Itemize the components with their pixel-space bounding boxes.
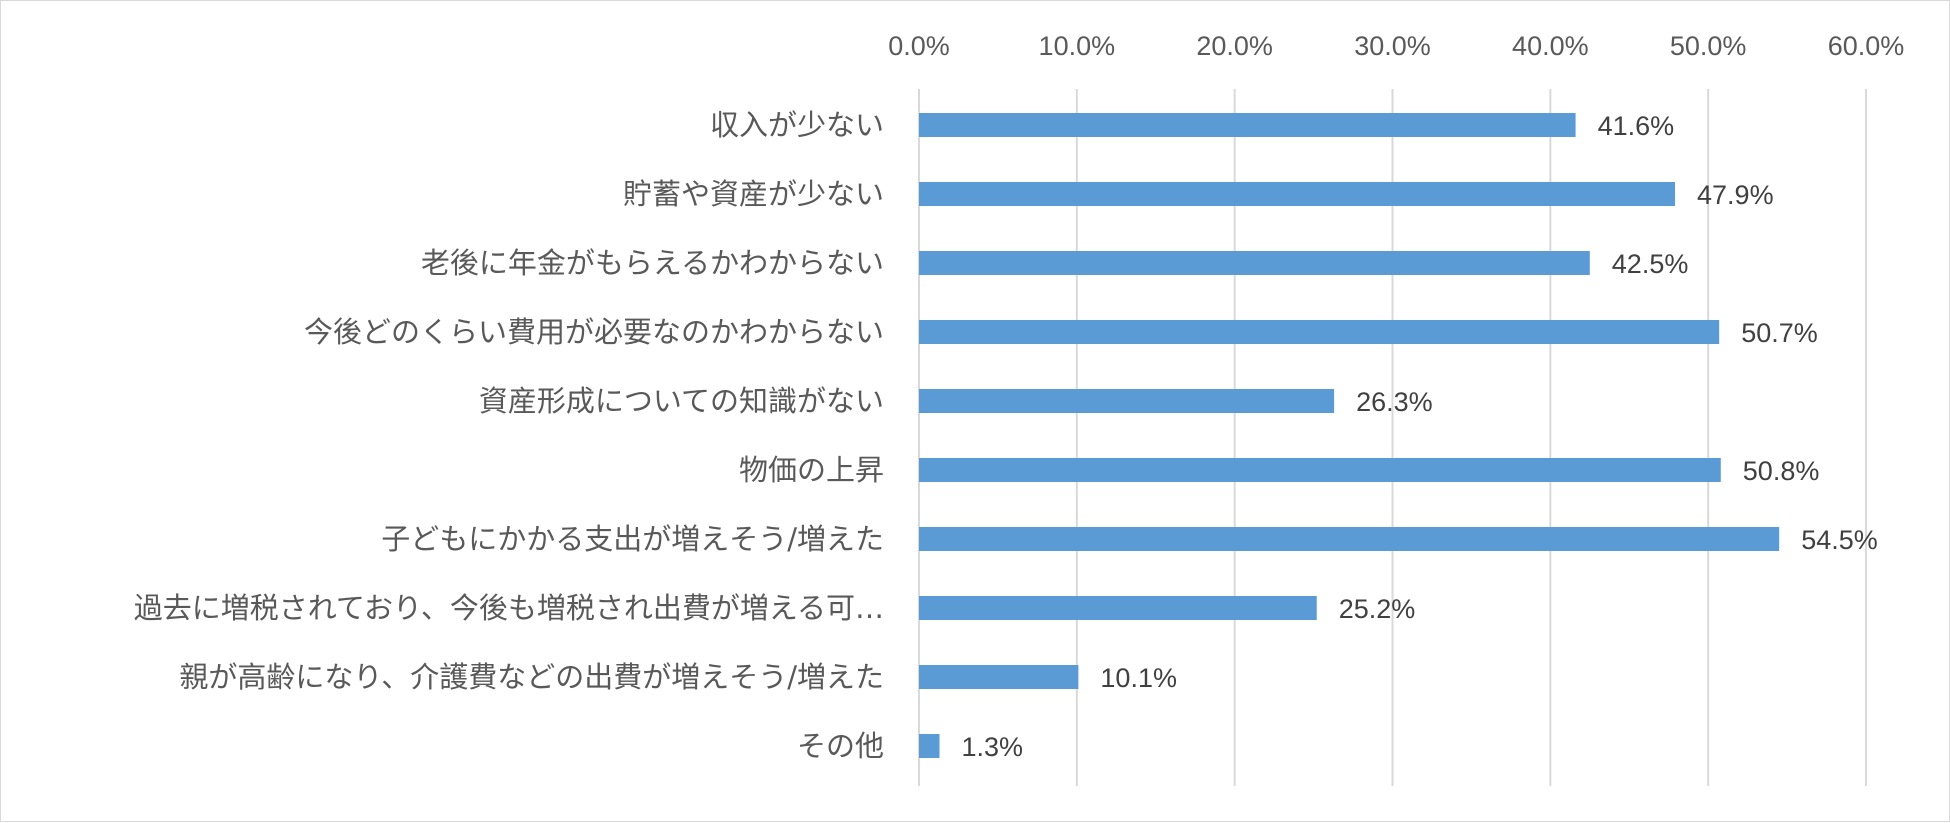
bar <box>919 665 1079 689</box>
data-label: 10.1% <box>1100 663 1177 693</box>
data-label: 42.5% <box>1612 249 1689 279</box>
x-tick-label: 30.0% <box>1354 31 1431 61</box>
bars <box>919 113 1780 758</box>
data-label: 26.3% <box>1356 387 1433 417</box>
category-label: 収入が少ない <box>710 108 884 142</box>
category-label: 子どもにかかる支出が増えそう/増えた <box>381 522 884 556</box>
category-label: 今後どのくらい費用が必要なのかわからない <box>304 315 884 349</box>
bar <box>919 113 1576 137</box>
bar <box>919 389 1335 413</box>
bar <box>919 734 940 758</box>
data-label: 1.3% <box>962 732 1024 762</box>
data-label: 25.2% <box>1339 594 1416 624</box>
category-label: 親が高齢になり、介護費などの出費が増えそう/増えた <box>179 660 884 694</box>
category-labels: 収入が少ない貯蓄や資産が少ない老後に年金がもらえるかわからない今後どのくらい費用… <box>134 108 884 763</box>
data-label: 50.7% <box>1741 318 1818 348</box>
x-tick-label: 10.0% <box>1039 31 1116 61</box>
x-tick-label: 20.0% <box>1196 31 1273 61</box>
category-label: 老後に年金がもらえるかわからない <box>421 246 884 280</box>
data-label: 47.9% <box>1697 180 1774 210</box>
bar <box>919 251 1590 275</box>
bar <box>919 320 1720 344</box>
x-tick-label: 0.0% <box>888 31 950 61</box>
category-label: 貯蓄や資産が少ない <box>623 177 884 211</box>
x-tick-label: 60.0% <box>1828 31 1905 61</box>
bar <box>919 182 1676 206</box>
bar <box>919 596 1317 620</box>
category-label: 資産形成についての知識がない <box>479 384 884 418</box>
data-label: 50.8% <box>1743 456 1820 486</box>
data-labels: 41.6% 47.9% 42.5% 50.7% 26.3% 50.8% 54.5% 25.2%… <box>962 111 1878 762</box>
bar <box>919 458 1721 482</box>
category-label: 物価の上昇 <box>739 453 884 487</box>
data-label: 41.6% <box>1598 111 1675 141</box>
bar <box>919 527 1780 551</box>
x-tick-label: 40.0% <box>1512 31 1589 61</box>
x-axis-ticks: 0.0% 10.0% 20.0% 30.0% 40.0% 50.0% 60.0% <box>888 31 1904 61</box>
category-label: 過去に増税されており、今後も増税され出費が増える可… <box>134 591 884 625</box>
data-label: 54.5% <box>1801 525 1878 555</box>
x-tick-label: 50.0% <box>1670 31 1747 61</box>
category-label: その他 <box>797 729 884 763</box>
